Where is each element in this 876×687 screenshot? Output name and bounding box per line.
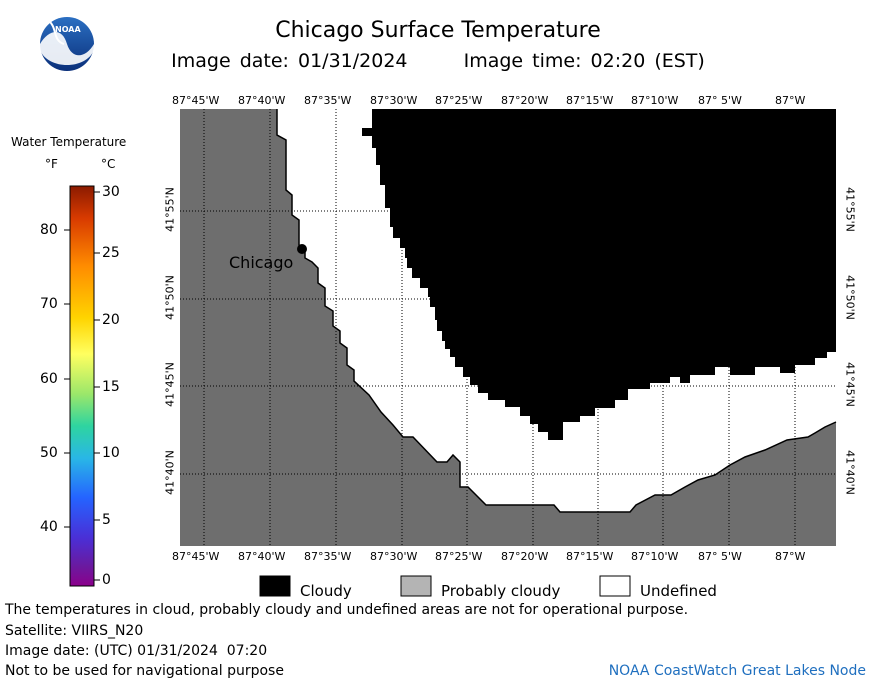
nav-warning: Not to be used for navigational purpose — [5, 663, 284, 679]
key-probably-cloudy: Probably cloudy — [441, 582, 561, 600]
lon-label-bottom: 87°25'W — [435, 550, 483, 563]
lat-label-right: 41°50'N — [843, 275, 857, 320]
lat-label-right: 41°45'N — [843, 362, 857, 407]
satellite-info: Satellite: VIIRS_N20 — [5, 623, 144, 639]
lat-label-left: 41°55'N — [163, 187, 177, 232]
colorbar-title: Water Temperature — [11, 135, 127, 149]
lon-label-bottom: 87°10'W — [631, 550, 679, 563]
lat-label-right: 41°40'N — [843, 450, 857, 495]
lon-label-top: 87°20'W — [501, 94, 549, 107]
lon-label-bottom: 87°15'W — [566, 550, 614, 563]
lon-label-top: 87°10'W — [631, 94, 679, 107]
colorbar-unit-c: °C — [101, 157, 116, 171]
noaa-logo-text: NOAA — [55, 25, 81, 34]
lon-label-bottom: 87°30'W — [370, 550, 418, 563]
lon-label-top: 87°W — [775, 94, 806, 107]
lon-label-top: 87°45'W — [172, 94, 220, 107]
c-tick: 25 — [102, 245, 120, 261]
lon-label-bottom: 87°45'W — [172, 550, 220, 563]
shoreline — [276, 109, 837, 513]
key-cloudy: Cloudy — [300, 582, 352, 600]
cloudy-area — [362, 109, 836, 440]
f-tick: 40 — [40, 519, 58, 535]
c-tick: 10 — [102, 445, 120, 461]
land-area — [180, 109, 836, 546]
c-tick: 30 — [102, 184, 120, 200]
lon-label-bottom: 87°35'W — [304, 550, 352, 563]
lon-label-top: 87°25'W — [435, 94, 483, 107]
disclaimer-note: The temperatures in cloud, probably clou… — [5, 602, 689, 618]
c-tick: 0 — [102, 572, 111, 588]
lon-label-bottom: 87° 5'W — [698, 550, 742, 563]
lon-label-top: 87°15'W — [566, 94, 614, 107]
lat-label-left: 41°50'N — [163, 275, 177, 320]
city-label: Chicago — [229, 253, 294, 272]
f-tick: 60 — [40, 371, 58, 387]
c-tick: 20 — [102, 312, 120, 328]
c-tick: 15 — [102, 379, 120, 395]
utc-date: Image date: (UTC) 01/31/2024 07:20 — [5, 643, 268, 659]
key-undefined: Undefined — [640, 582, 717, 600]
lat-label-left: 41°45'N — [163, 362, 177, 407]
colorbar-unit-f: °F — [45, 157, 58, 171]
f-tick: 70 — [40, 296, 58, 312]
f-tick: 50 — [40, 445, 58, 461]
lon-label-bottom: 87°40'W — [238, 550, 286, 563]
lon-label-top: 87°35'W — [304, 94, 352, 107]
image-date-label: Image date: 01/31/2024 — [171, 50, 408, 72]
chicago-marker — [297, 244, 307, 254]
credit-link[interactable]: NOAA CoastWatch Great Lakes Node — [608, 663, 866, 679]
lon-label-bottom: 87°W — [775, 550, 806, 563]
page-title: Chicago Surface Temperature — [275, 18, 601, 43]
image-datetime: Image date: 01/31/2024 Image time: 02:20… — [0, 50, 876, 72]
lat-label-right: 41°55'N — [843, 187, 857, 232]
lon-label-top: 87° 5'W — [698, 94, 742, 107]
c-tick: 5 — [102, 512, 111, 528]
lon-label-top: 87°40'W — [238, 94, 286, 107]
image-time-label: Image time: 02:20 (EST) — [463, 50, 705, 72]
lon-label-top: 87°30'W — [370, 94, 418, 107]
lon-label-bottom: 87°20'W — [501, 550, 549, 563]
f-tick: 80 — [40, 222, 58, 238]
lat-label-left: 41°40'N — [163, 450, 177, 495]
